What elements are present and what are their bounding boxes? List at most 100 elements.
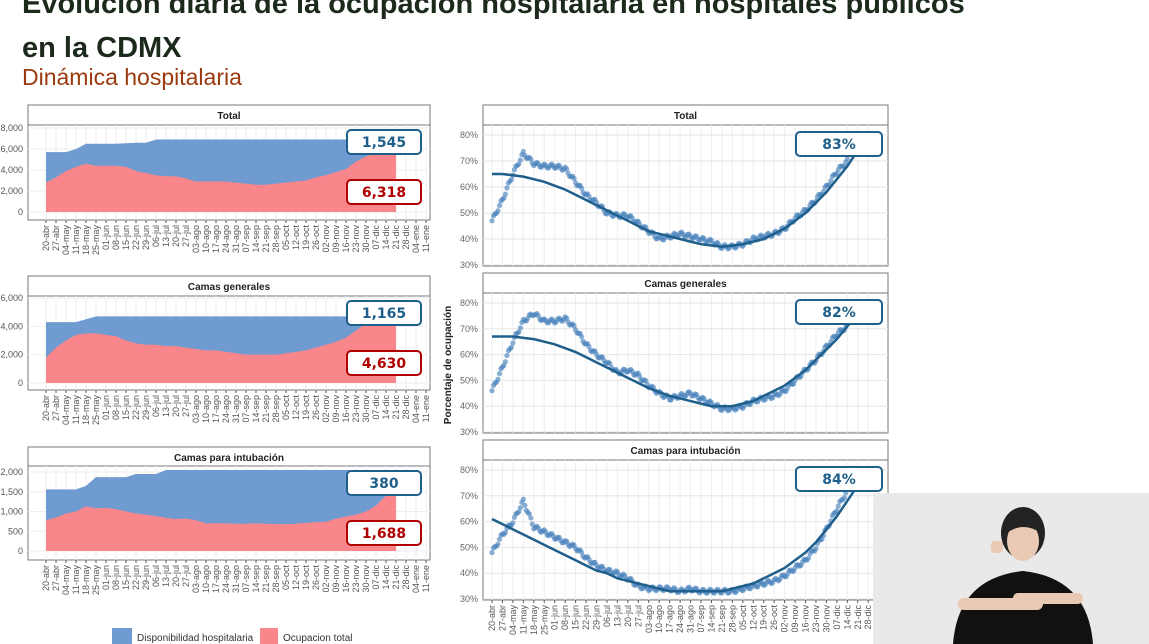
area-chart-2-x-tick-label: 27-jul — [181, 565, 191, 587]
area-chart-0-x-tick-label: 07-dic — [371, 225, 381, 250]
area-chart-1-disponible-badge — [346, 300, 422, 326]
area-chart-2-x-tick-label: 23-nov — [351, 565, 361, 593]
area-chart-1-x-tick-label: 31-ago — [231, 395, 241, 423]
area-chart-1-x-tick-label: 14-sep — [251, 395, 261, 423]
scatter-chart-0-point — [496, 202, 503, 209]
scatter-chart-0-point — [502, 191, 509, 197]
area-chart-2-x-tick-label: 28-dic — [401, 565, 411, 590]
scatter-chart-2-point — [517, 505, 523, 511]
scatter-chart-1-percent-badge-text: 82% — [822, 305, 856, 321]
area-chart-0-disponible-badge-text: 1,545 — [362, 135, 406, 151]
subtitle: Dinámica hospitalaria — [22, 64, 242, 90]
area-chart-2-x-tick-label: 22-jun — [131, 565, 141, 590]
area-chart-2-x-tick-label: 07-dic — [371, 565, 381, 590]
scatter-chart-2-point — [813, 546, 819, 552]
scatter-chart-1-point — [489, 388, 495, 394]
area-chart-2-x-tick-label: 14-sep — [251, 565, 261, 593]
area-chart-1-x-tick-label: 20-abr — [41, 395, 51, 421]
area-chart-2-x-tick-label: 21-sep — [261, 565, 271, 593]
area-chart-1-x-tick-label: 13-jul — [161, 395, 171, 417]
area-chart-0-x-tick-label: 04-ene — [411, 225, 421, 253]
scatter-chart-0-point — [578, 185, 585, 191]
area-chart-1-x-tick-label: 10-ago — [201, 395, 211, 423]
scatter-chart-2-x-tick-label: 16-nov — [801, 605, 811, 633]
area-chart-1-x-tick-label: 07-sep — [241, 395, 251, 423]
scatter-chart-2-x-tick-label: 31-ago — [686, 605, 696, 633]
scatter-chart-2-percent-badge-text: 84% — [822, 472, 856, 488]
legend-label-ocupacion: Ocupacion total — [283, 633, 353, 644]
area-chart-2-x-tick-label: 20-abr — [41, 565, 51, 591]
scatter-chart-2-x-tick-label: 28-dic — [863, 605, 873, 630]
y-axis-label: Porcentaje de ocupación — [443, 306, 454, 424]
area-chart-0-x-tick-label: 11-may — [71, 225, 81, 255]
area-chart-0-x-tick-label: 10-ago — [201, 225, 211, 253]
area-chart-1-x-tick-label: 12-oct — [291, 395, 301, 421]
area-chart-2-ocupados-badge-text: 1,688 — [362, 526, 406, 542]
area-chart-0-x-tick-label: 18-may — [81, 225, 91, 256]
area-chart-0-x-tick-label: 26-oct — [311, 225, 321, 251]
scatter-chart-1-point — [510, 340, 516, 346]
area-chart-1-x-tick-label: 21-sep — [261, 395, 271, 423]
scatter-chart-2-x-tick-label: 22-jun — [581, 605, 591, 630]
area-chart-0-x-tick-label: 06-jul — [151, 225, 161, 247]
scatter-chart-2-x-tick-label: 06-jul — [602, 605, 612, 627]
scatter-chart-2-point — [516, 509, 522, 515]
area-chart-1-disponible-badge-text: 1,165 — [362, 306, 406, 322]
scatter-chart-0-y-tick-label: 60% — [460, 182, 478, 192]
area-chart-2-x-tick-label: 31-ago — [231, 565, 241, 593]
area-chart-2-x-tick-label: 17-ago — [211, 565, 221, 593]
area-chart-1-x-tick-label: 22-jun — [131, 395, 141, 420]
area-chart-0-ocupados-badge-text: 6,318 — [362, 185, 406, 201]
area-chart-1-x-tick-label: 11-may — [71, 395, 81, 425]
area-chart-1-x-tick-label: 11-ene — [421, 395, 431, 422]
area-chart-2-x-tick-label: 08-jun — [111, 565, 121, 590]
area-chart-2-x-tick-label: 09-nov — [331, 565, 341, 593]
scatter-chart-1-point — [578, 333, 585, 340]
scatter-chart-0-point — [495, 208, 501, 214]
area-chart-0-y-tick-label: 2,000 — [0, 186, 23, 196]
scatter-chart-2-x-tick-label: 12-oct — [748, 605, 758, 631]
area-chart-0-x-tick-label: 13-jul — [161, 225, 171, 247]
area-chart-2-x-tick-label: 04-may — [61, 565, 71, 596]
scatter-chart-0-y-tick-label: 70% — [460, 156, 478, 166]
area-chart-2-y-tick-label: 500 — [8, 526, 23, 536]
scatter-chart-2-y-tick-label: 80% — [460, 465, 478, 475]
scatter-chart-0-point — [844, 156, 850, 162]
area-chart-2-x-tick-label: 21-dic — [391, 565, 401, 590]
area-chart-1-x-tick-label: 27-abr — [51, 395, 61, 421]
area-chart-2-y-tick-label: 2,000 — [0, 467, 23, 477]
scatter-chart-1-point — [504, 352, 510, 359]
scatter-chart-0-point — [517, 157, 523, 163]
area-chart-1-x-tick-label: 05-oct — [281, 395, 291, 421]
area-chart-2-x-tick-label: 04-ene — [411, 565, 421, 593]
scatter-chart-1-title: Camas generales — [644, 279, 727, 290]
scatter-chart-2-point — [520, 496, 526, 502]
area-chart-0-x-tick-label: 21-sep — [261, 225, 271, 253]
scatter-chart-1-point — [496, 371, 503, 377]
area-chart-1-x-tick-label: 04-ene — [411, 395, 421, 423]
legend-swatch-disponibilidad — [112, 628, 132, 644]
scatter-chart-2-point — [496, 536, 503, 542]
area-chart-0-x-tick-label: 27-abr — [51, 225, 61, 251]
scatter-chart-0-y-tick-label: 30% — [460, 260, 478, 270]
area-chart-1-y-tick-label: 4,000 — [0, 321, 23, 331]
area-chart-1-x-tick-label: 06-jul — [151, 395, 161, 417]
area-chart-0-y-tick-label: 0 — [18, 207, 23, 217]
area-chart-0-x-tick-label: 14-sep — [251, 225, 261, 253]
area-chart-0-x-tick-label: 03-ago — [191, 225, 201, 253]
scatter-chart-2-y-tick-label: 50% — [460, 542, 478, 552]
scatter-chart-2-x-tick-label: 14-sep — [706, 605, 716, 633]
scatter-chart-2-x-tick-label: 18-may — [529, 605, 539, 636]
area-chart-0-x-tick-label: 05-oct — [281, 225, 291, 251]
scatter-chart-2-x-tick-label: 20-abr — [487, 605, 497, 631]
scatter-chart-1-y-tick-label: 50% — [460, 375, 478, 385]
scatter-chart-2-x-tick-label: 28-sep — [727, 605, 737, 633]
area-chart-1-y-tick-label: 2,000 — [0, 350, 23, 360]
scatter-chart-2-point — [529, 521, 535, 527]
area-chart-1-y-tick-label: 6,000 — [0, 293, 23, 303]
area-chart-2-x-tick-label: 18-may — [81, 565, 91, 596]
area-chart-1-x-tick-label: 17-ago — [211, 395, 221, 423]
area-chart-0-x-tick-label: 23-nov — [351, 225, 361, 253]
scatter-chart-1-point — [502, 359, 509, 365]
title-line-2: en la CDMX — [22, 32, 182, 64]
